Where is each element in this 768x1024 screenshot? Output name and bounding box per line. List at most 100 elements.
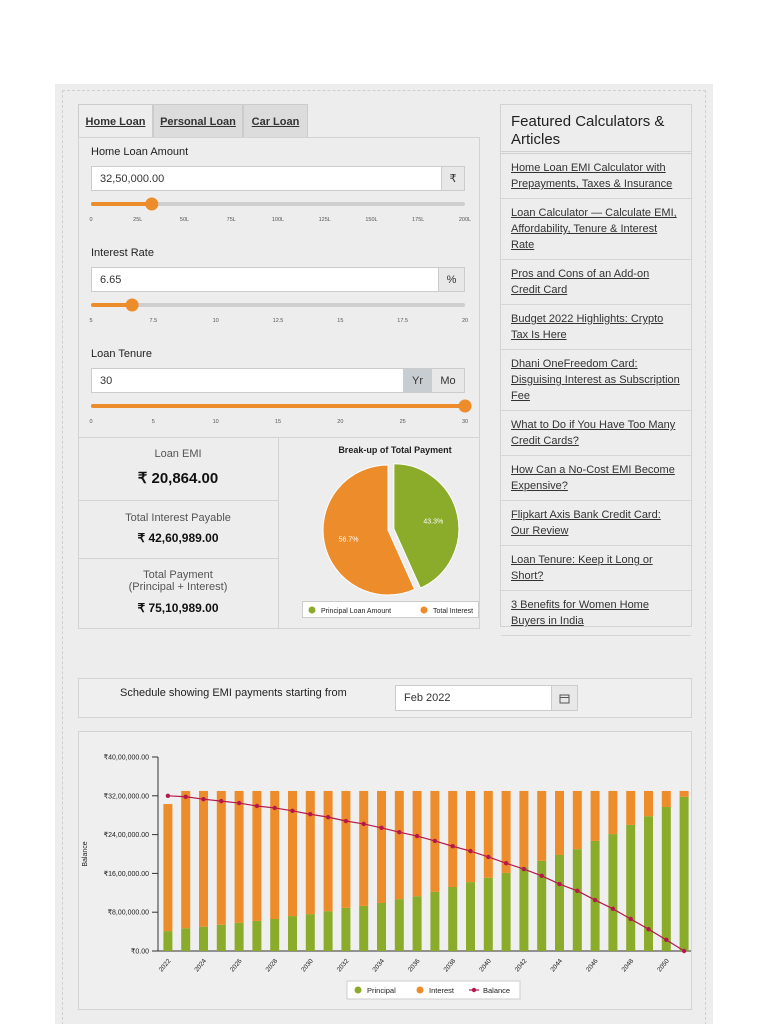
slider-thumb[interactable] <box>458 399 472 413</box>
line-point <box>343 818 349 824</box>
x-tick-label: 2030 <box>300 957 315 973</box>
x-tick-label: 2042 <box>514 957 529 973</box>
bar <box>341 790 351 908</box>
pie-slice <box>393 463 460 589</box>
bar <box>163 931 173 951</box>
panel-border <box>62 90 706 1024</box>
bar <box>181 928 191 951</box>
slider-tick-label: 200L <box>459 217 471 223</box>
line-point <box>575 888 580 894</box>
bar <box>537 860 547 951</box>
tab[interactable]: Car Loan <box>243 104 308 138</box>
slider-tick-label: 20 <box>337 419 343 425</box>
pie-value-label: 56.7% <box>339 536 359 543</box>
bar <box>359 905 369 951</box>
tab[interactable]: Home Loan <box>78 104 153 138</box>
line-point <box>414 833 420 839</box>
sidebar-title: Featured Calculators & Articles <box>501 105 691 154</box>
article-link[interactable]: Loan Calculator — Calculate EMI, Afforda… <box>501 199 691 260</box>
legend-label: Principal <box>367 986 396 995</box>
bar <box>626 824 636 951</box>
tab[interactable]: Personal Loan <box>153 104 243 138</box>
slider-tick-label: 75L <box>227 217 236 223</box>
article-link[interactable]: Loan Tenure: Keep it Long or Short? <box>501 546 691 591</box>
bar <box>466 790 475 883</box>
article-link[interactable]: 3 Benefits for Women Home Buyers in Indi… <box>501 591 691 636</box>
article-link[interactable]: Home Loan EMI Calculator with Prepayment… <box>501 154 691 199</box>
y-tick-label: ₹32,00,000.00 <box>104 792 149 800</box>
line-point <box>272 805 277 811</box>
slider-tick-label: 10 <box>213 318 219 324</box>
slider-tick-label: 15 <box>337 318 343 324</box>
article-link[interactable]: Dhani OneFreedom Card: Disguising Intere… <box>501 350 691 411</box>
field-label: Home Loan Amount <box>91 146 189 158</box>
x-tick-label: 2028 <box>265 957 280 973</box>
legend-label: Principal Loan Amount <box>321 608 391 615</box>
text-input[interactable]: 32,50,000.00 <box>91 166 442 191</box>
article-link[interactable]: Pros and Cons of an Add-on Credit Card <box>501 260 691 305</box>
results-panel <box>78 437 279 629</box>
schedule-panel <box>78 678 692 718</box>
text-input[interactable]: 30 <box>91 368 404 393</box>
bar <box>537 790 547 861</box>
bar <box>163 804 173 932</box>
bar <box>305 790 315 915</box>
bar <box>359 790 369 906</box>
y-tick-label: ₹0.00 <box>131 948 149 956</box>
field-label: Loan Tenure <box>91 348 152 360</box>
bar <box>661 806 671 951</box>
slider-tick-label: 125L <box>319 217 331 223</box>
slider-tick-label: 10 <box>213 419 219 425</box>
date-input[interactable]: Feb 2022 <box>395 685 552 711</box>
slider-fill <box>91 404 465 408</box>
article-link[interactable]: Budget 2022 Highlights: Crypto Tax Is He… <box>501 305 691 350</box>
text-input[interactable]: 6.65 <box>91 267 439 292</box>
bar <box>555 854 564 951</box>
bar <box>394 790 404 900</box>
bar <box>644 790 653 817</box>
slider-track <box>91 202 465 206</box>
line-point <box>379 825 384 831</box>
slider-thumb[interactable] <box>125 298 139 312</box>
bar <box>590 790 600 841</box>
article-link[interactable]: How Can a No-Cost EMI Become Expensive? <box>501 456 691 501</box>
bar <box>394 899 404 951</box>
line-point <box>592 897 598 903</box>
slider-tick-label: 5 <box>89 318 92 324</box>
toggle-button[interactable]: Mo <box>431 368 465 393</box>
bar <box>572 790 582 850</box>
y-tick-label: ₹16,00,000.00 <box>104 870 149 878</box>
line-point <box>325 814 331 820</box>
line-point <box>450 844 455 849</box>
bar <box>661 790 671 807</box>
calendar-button[interactable] <box>551 685 578 711</box>
article-link[interactable]: Flipkart Axis Bank Credit Card: Our Revi… <box>501 501 691 546</box>
sidebar: Featured Calculators & Articles Home Loa… <box>500 104 692 636</box>
legend-swatch <box>420 606 428 614</box>
line-point <box>201 796 206 802</box>
slider-thumb[interactable] <box>145 197 159 211</box>
slider-tick-label: 20 <box>462 318 468 324</box>
bar <box>448 886 458 951</box>
y-tick-label: ₹40,00,000.00 <box>104 754 149 762</box>
slider-tick-label: 12.5 <box>273 318 284 324</box>
line-point <box>468 848 473 854</box>
article-link[interactable]: What to Do if You Have Too Many Credit C… <box>501 411 691 456</box>
divider <box>78 558 279 559</box>
result-sublabel: (Principal + Interest) <box>128 581 228 593</box>
bar <box>377 902 386 951</box>
x-tick-label: 2044 <box>549 957 564 973</box>
legend-label: Total Interest <box>433 608 473 615</box>
field-label: Interest Rate <box>91 247 154 259</box>
slider-tick-label: 150L <box>365 217 377 223</box>
slider-track <box>91 303 465 307</box>
slider-tick-label: 17.5 <box>397 318 408 324</box>
line-point <box>486 854 491 860</box>
slider-tick-label: 100L <box>272 217 284 223</box>
schedule-label: Schedule showing EMI payments starting f… <box>120 687 347 699</box>
bar <box>448 790 458 887</box>
pie-value-label: 43.3% <box>423 518 443 525</box>
calendar-icon <box>559 694 570 703</box>
pie-legend: Principal Loan Amount Total Interest <box>308 606 473 615</box>
